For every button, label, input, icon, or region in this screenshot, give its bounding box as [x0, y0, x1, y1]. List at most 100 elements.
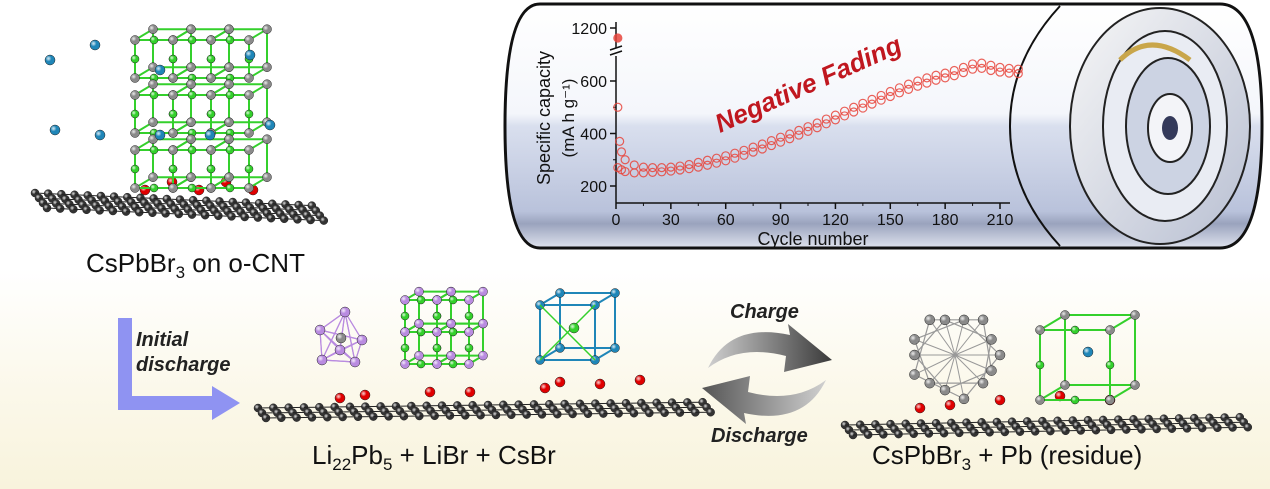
data-point [949, 71, 959, 81]
highlight [226, 146, 232, 152]
data-point [616, 147, 627, 157]
highlight [285, 205, 291, 211]
data-point [958, 62, 969, 72]
highlight [1001, 428, 1007, 434]
highlight [849, 431, 855, 437]
x-tick-label: 90 [772, 212, 790, 229]
data-point [775, 137, 786, 147]
initial-discharge-label: Initial discharge [136, 329, 231, 376]
highlight [535, 300, 542, 307]
highlight [993, 418, 999, 424]
highlight [951, 424, 957, 430]
highlight [871, 420, 877, 426]
highlight [224, 80, 231, 86]
data-point [638, 162, 649, 172]
highlight [555, 288, 562, 295]
data-point [730, 153, 740, 163]
bond [344, 311, 356, 363]
highlight [962, 419, 968, 424]
data-point [995, 67, 1005, 77]
highlight [401, 312, 407, 318]
data-point [940, 73, 950, 83]
highlight [683, 398, 689, 404]
data-point [986, 60, 996, 70]
bond [944, 370, 992, 391]
data-point [876, 95, 886, 105]
highlight [245, 165, 251, 171]
highlight [61, 195, 67, 201]
highlight [369, 413, 375, 418]
highlight [262, 173, 269, 179]
data-point [693, 157, 703, 167]
highlight [277, 414, 283, 419]
bond [914, 319, 946, 356]
highlight [507, 411, 513, 416]
highlight [316, 212, 322, 217]
highlight [224, 25, 231, 31]
highlight [244, 183, 251, 190]
highlight [1053, 417, 1059, 422]
highlight [955, 429, 961, 435]
highlight [611, 404, 616, 410]
bond [914, 354, 946, 391]
highlight [186, 118, 193, 124]
highlight [1057, 422, 1063, 427]
data-point [894, 83, 905, 93]
highlight [534, 405, 540, 411]
data-point [858, 103, 868, 113]
highlight [1035, 395, 1042, 402]
highlight [1130, 380, 1137, 387]
highlight [523, 411, 528, 416]
highlight [262, 80, 269, 86]
charge-discharge-cycle-icon [702, 324, 832, 424]
data-point [766, 135, 777, 146]
highlight [44, 190, 50, 195]
highlight [262, 25, 269, 31]
data-point [748, 147, 758, 157]
highlight [50, 125, 57, 132]
highlight [446, 319, 453, 325]
highlight [148, 118, 155, 124]
highlight [226, 74, 232, 80]
label-cspbbr3-on-ocnt: CsPbBr3 on o-CNT [86, 248, 305, 283]
bond [1109, 384, 1136, 401]
highlight [1145, 415, 1150, 421]
bond [954, 319, 965, 356]
highlight [400, 359, 407, 366]
highlight [207, 110, 213, 116]
data-point [615, 136, 625, 146]
highlight [186, 135, 193, 141]
data-point [757, 144, 767, 154]
highlight [273, 409, 279, 414]
highlight [244, 128, 251, 135]
highlight [52, 200, 58, 205]
highlight [131, 165, 137, 171]
highlight [607, 399, 612, 405]
highlight [281, 200, 287, 206]
highlight [925, 315, 932, 322]
highlight [148, 80, 155, 86]
highlight [959, 394, 966, 401]
data-point [986, 65, 996, 76]
highlight [569, 410, 574, 416]
highlight [400, 295, 407, 302]
data-point [739, 150, 749, 160]
highlight [262, 135, 269, 141]
highlight [925, 378, 932, 385]
highlight [414, 319, 421, 325]
highlight [590, 300, 597, 307]
highlight [449, 360, 455, 366]
bond [913, 339, 931, 384]
data-point [794, 125, 804, 135]
highlight [315, 403, 321, 409]
highlight [1099, 416, 1105, 422]
data-point [613, 33, 623, 43]
highlight [150, 184, 156, 190]
data-point [647, 163, 658, 173]
highlight [186, 173, 193, 179]
highlight [453, 401, 459, 407]
highlight [1149, 420, 1154, 426]
data-point [867, 94, 877, 104]
highlight [168, 73, 175, 80]
cspbbr3-on-ocnt-structure [30, 24, 329, 225]
